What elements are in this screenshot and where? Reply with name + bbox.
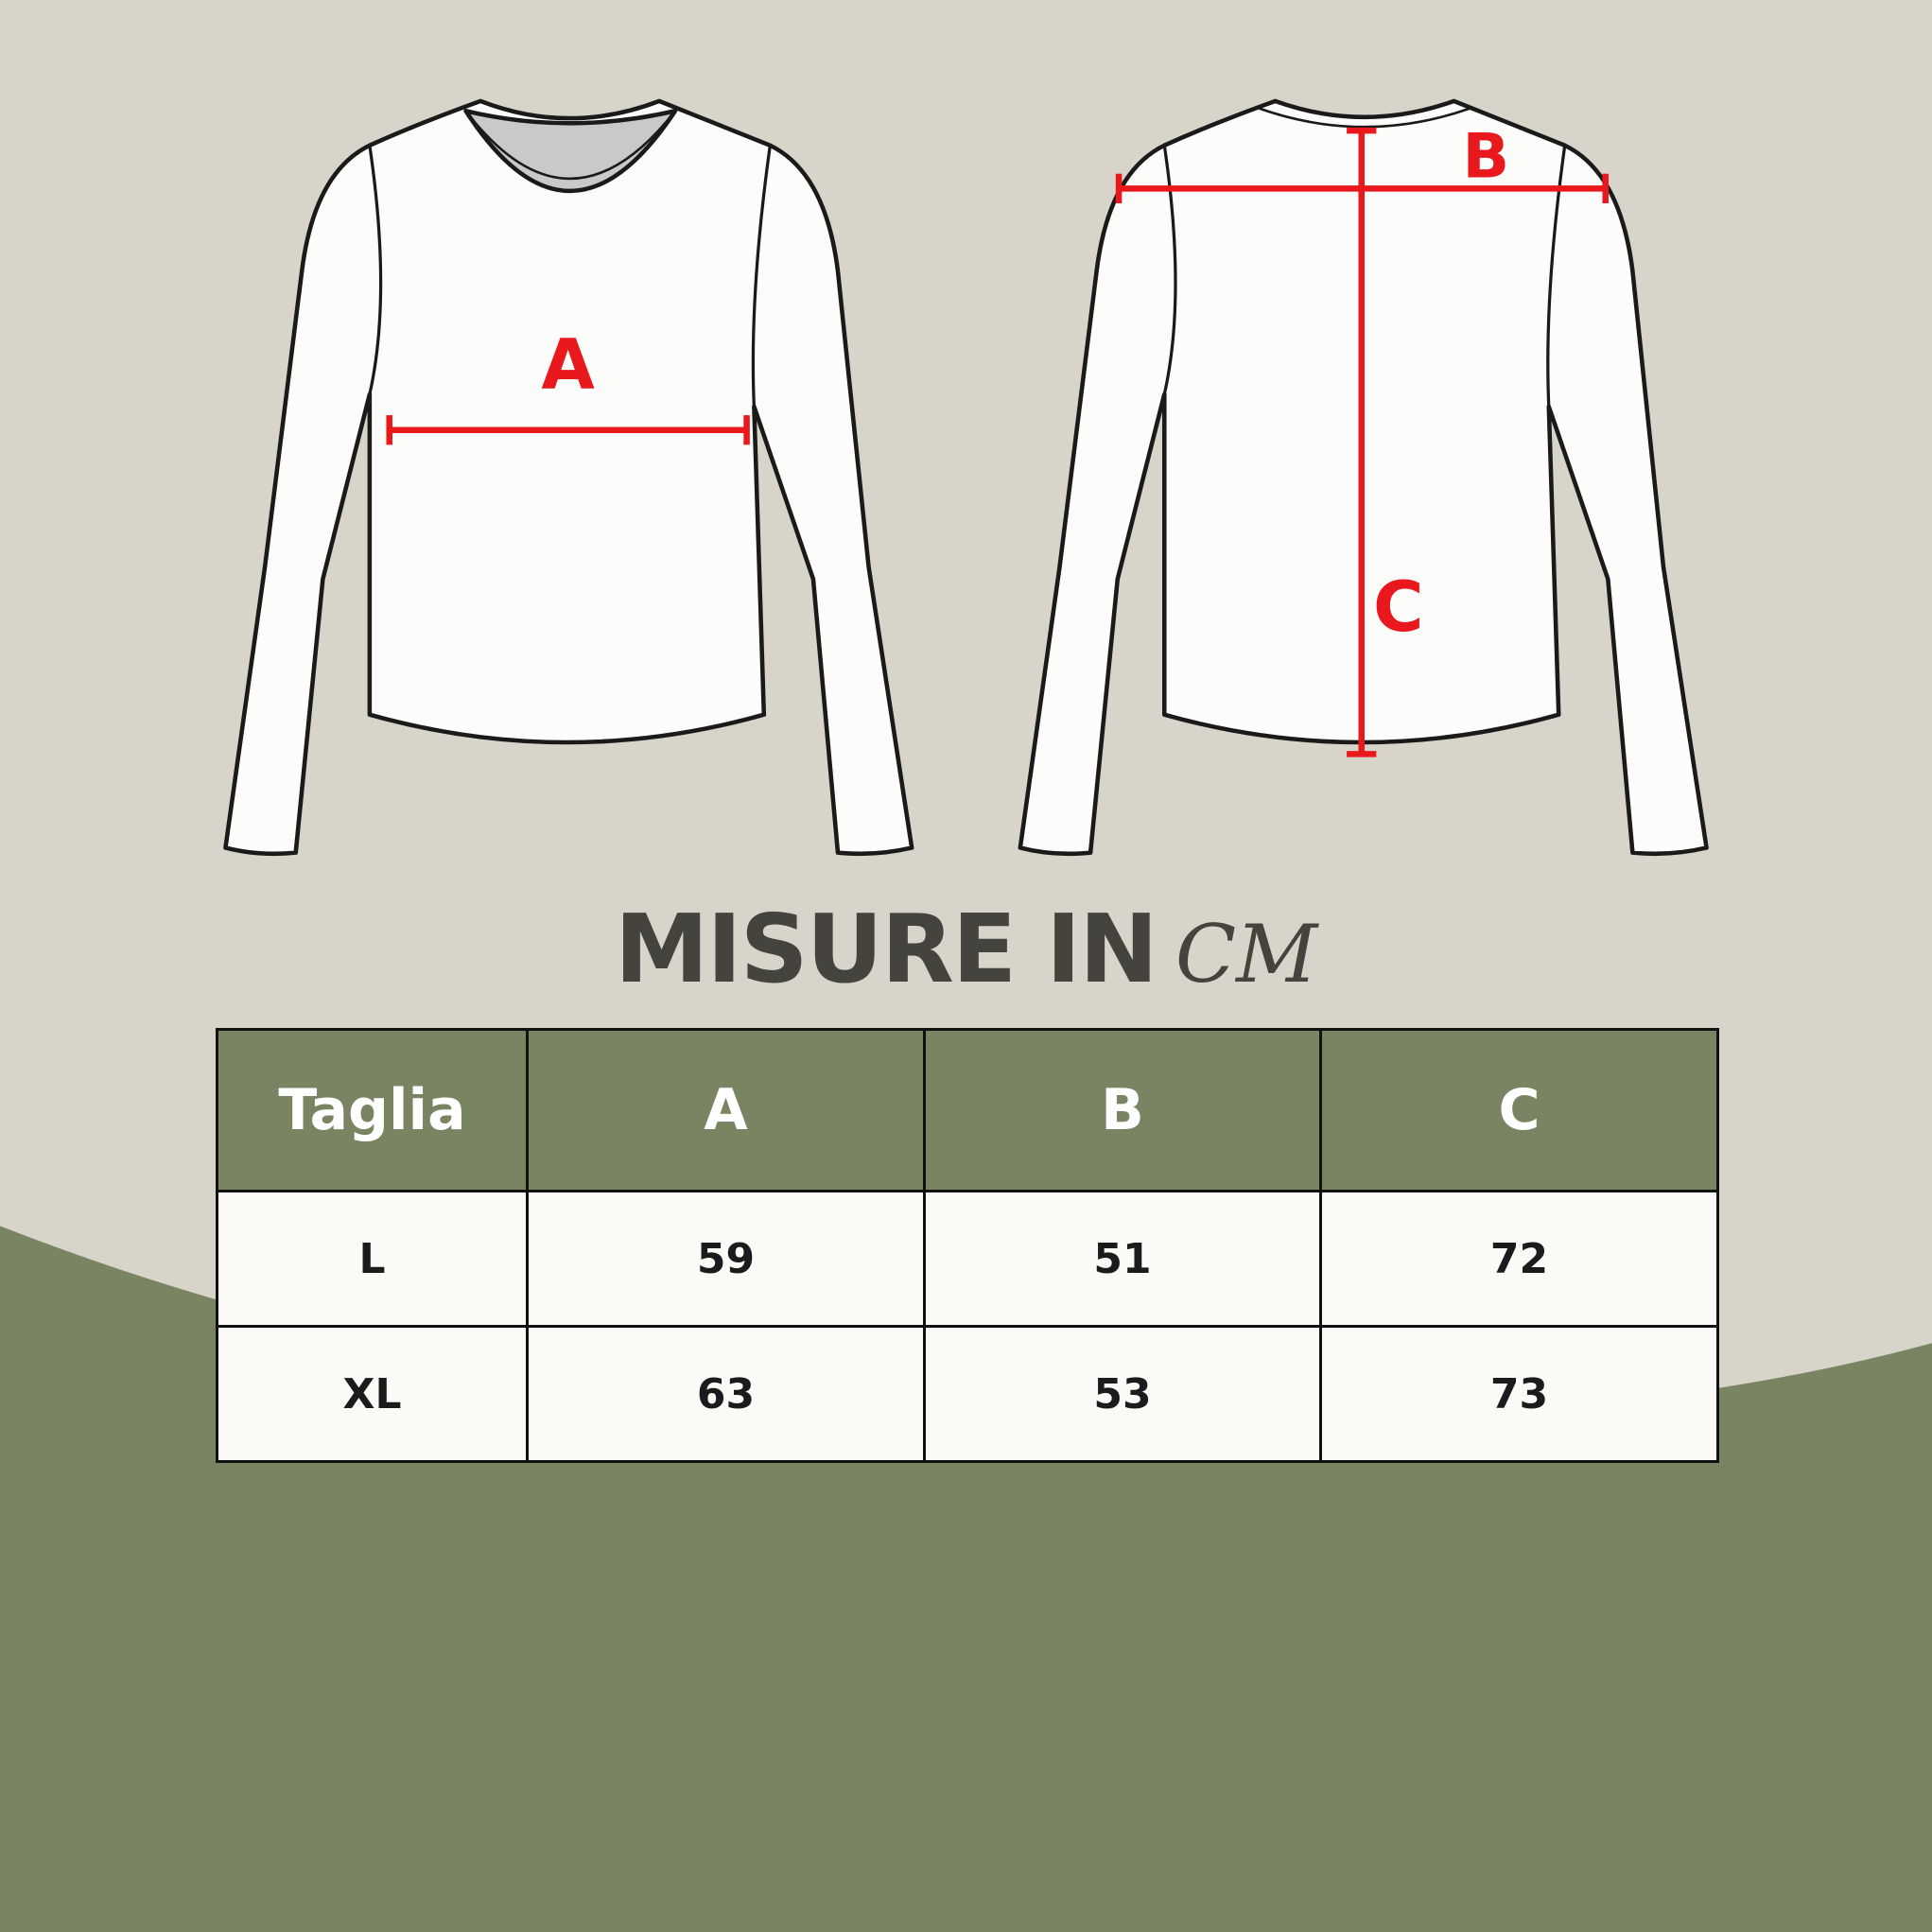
- label-c: C: [1373, 567, 1424, 648]
- front-shirt: [223, 98, 914, 857]
- header-size: Taglia: [216, 1028, 529, 1192]
- header-a: A: [526, 1028, 926, 1192]
- cell-b: 53: [923, 1325, 1322, 1463]
- title-main: MISURE IN: [614, 894, 1158, 1004]
- size-table: Taglia A B C L 59 51 72 XL 63 53 73: [216, 1028, 1719, 1463]
- label-b: B: [1463, 122, 1510, 193]
- cell-a: 63: [526, 1325, 926, 1463]
- cell-c: 73: [1319, 1325, 1719, 1463]
- cell-size: L: [216, 1190, 529, 1328]
- back-measures: [1115, 127, 1609, 757]
- cell-a: 59: [526, 1190, 926, 1328]
- table-row: L 59 51 72: [216, 1190, 1719, 1328]
- cell-c: 72: [1319, 1190, 1719, 1328]
- label-a: A: [541, 324, 595, 405]
- page-title: MISURE IN CM: [0, 894, 1932, 1004]
- cell-b: 51: [923, 1190, 1322, 1328]
- header-b: B: [923, 1028, 1322, 1192]
- title-unit: CM: [1175, 908, 1318, 1001]
- table-header: Taglia A B C: [216, 1028, 1719, 1192]
- cell-size: XL: [216, 1325, 529, 1463]
- header-c: C: [1319, 1028, 1719, 1192]
- front-measure-a: [386, 415, 750, 445]
- table-row: XL 63 53 73: [216, 1325, 1719, 1463]
